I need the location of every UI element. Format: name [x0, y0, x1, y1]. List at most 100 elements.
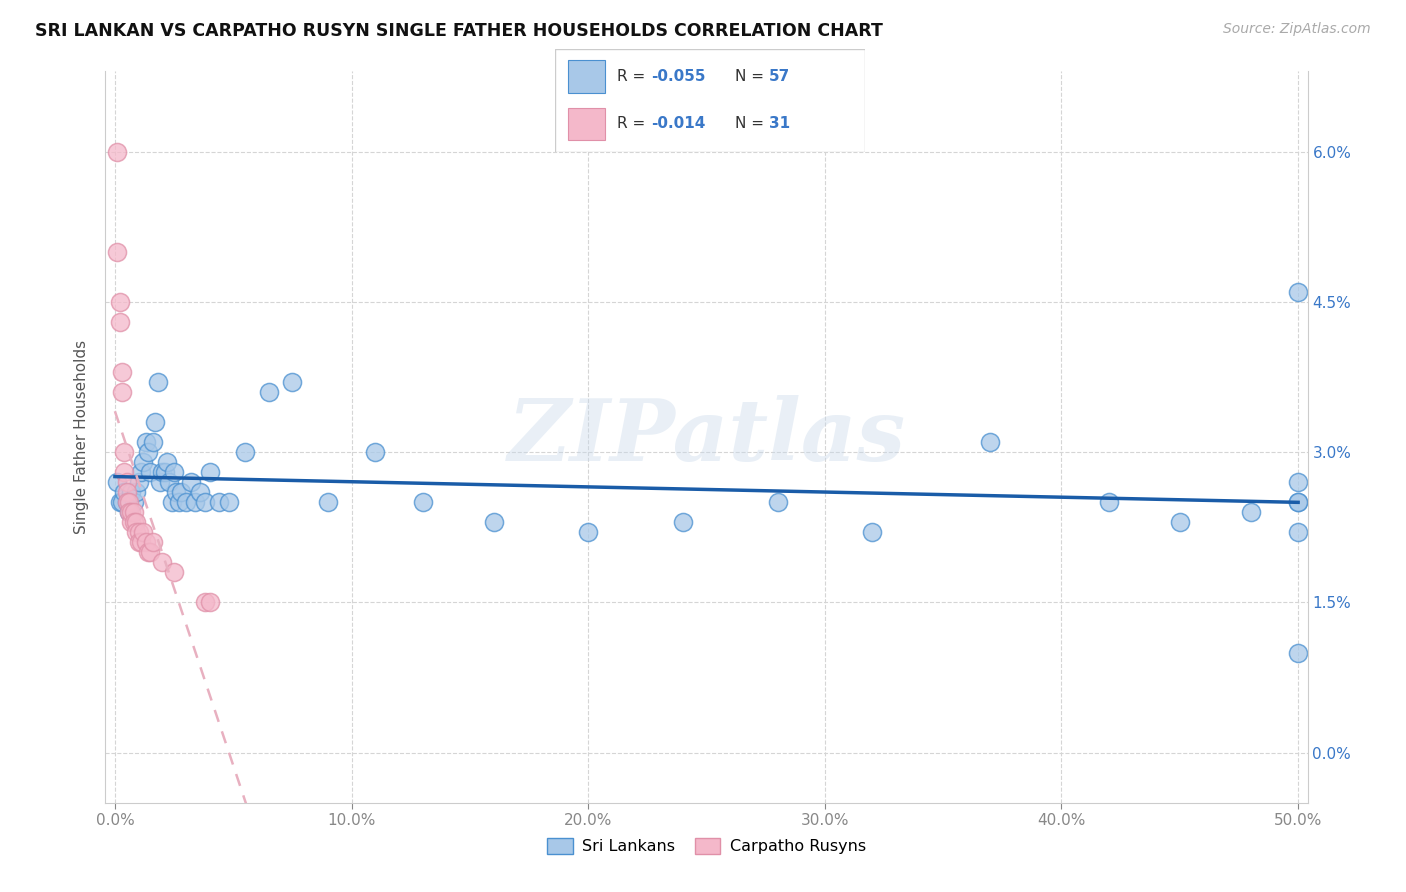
Point	[128, 475, 150, 490]
Point	[135, 435, 157, 450]
Point	[198, 465, 221, 479]
Point	[105, 145, 128, 159]
Point	[316, 495, 339, 509]
Point	[125, 515, 148, 529]
Point	[125, 525, 148, 540]
Point	[142, 435, 165, 450]
Point	[153, 465, 176, 479]
Point	[108, 294, 131, 309]
Point	[194, 595, 217, 609]
Text: N =: N =	[735, 70, 769, 84]
Point	[257, 384, 280, 399]
Point	[143, 415, 166, 429]
Point	[576, 525, 599, 540]
Text: ZIPatlas: ZIPatlas	[508, 395, 905, 479]
Point	[170, 485, 193, 500]
Point	[194, 495, 217, 509]
FancyBboxPatch shape	[568, 108, 605, 140]
Point	[129, 535, 152, 549]
Point	[198, 595, 221, 609]
Point	[1286, 495, 1309, 509]
Point	[979, 435, 1001, 450]
Point	[115, 485, 138, 500]
Point	[766, 495, 789, 509]
Point	[118, 505, 141, 519]
Point	[142, 535, 165, 549]
Text: -0.055: -0.055	[651, 70, 706, 84]
Point	[112, 485, 135, 500]
Point	[160, 495, 183, 509]
FancyBboxPatch shape	[568, 61, 605, 93]
Point	[163, 566, 186, 580]
Point	[188, 485, 211, 500]
Text: -0.014: -0.014	[651, 117, 706, 131]
Point	[482, 515, 505, 529]
Point	[122, 495, 145, 509]
Text: Source: ZipAtlas.com: Source: ZipAtlas.com	[1223, 22, 1371, 37]
Point	[105, 475, 128, 490]
Text: R =: R =	[617, 117, 651, 131]
Point	[146, 375, 169, 389]
Point	[136, 545, 159, 559]
Point	[139, 545, 162, 559]
Point	[108, 495, 131, 509]
Point	[115, 495, 138, 509]
Point	[121, 505, 143, 519]
Point	[139, 465, 162, 479]
Point	[157, 475, 180, 490]
Point	[1286, 475, 1309, 490]
Point	[1286, 285, 1309, 299]
Point	[150, 555, 173, 569]
Point	[125, 485, 148, 500]
Point	[115, 495, 138, 509]
Point	[165, 485, 187, 500]
Text: N =: N =	[735, 117, 769, 131]
Point	[135, 535, 157, 549]
Point	[412, 495, 434, 509]
Point	[132, 525, 155, 540]
Point	[136, 445, 159, 459]
Point	[108, 315, 131, 329]
Point	[1168, 515, 1191, 529]
Point	[121, 485, 143, 500]
Legend: Sri Lankans, Carpatho Rusyns: Sri Lankans, Carpatho Rusyns	[541, 831, 872, 861]
Point	[167, 495, 190, 509]
Point	[112, 465, 135, 479]
Point	[672, 515, 695, 529]
Point	[111, 384, 134, 399]
Point	[163, 465, 186, 479]
Point	[281, 375, 304, 389]
Point	[180, 475, 202, 490]
FancyBboxPatch shape	[555, 49, 865, 152]
Point	[1098, 495, 1121, 509]
Point	[122, 515, 145, 529]
Point	[174, 495, 197, 509]
Point	[128, 535, 150, 549]
Point	[1286, 646, 1309, 660]
Point	[1240, 505, 1263, 519]
Text: SRI LANKAN VS CARPATHO RUSYN SINGLE FATHER HOUSEHOLDS CORRELATION CHART: SRI LANKAN VS CARPATHO RUSYN SINGLE FATH…	[35, 22, 883, 40]
Point	[118, 505, 141, 519]
Point	[122, 505, 145, 519]
Point	[111, 495, 134, 509]
Point	[129, 465, 152, 479]
Point	[364, 445, 387, 459]
Text: 57: 57	[769, 70, 790, 84]
Point	[149, 475, 172, 490]
Point	[184, 495, 207, 509]
Point	[112, 445, 135, 459]
Point	[115, 475, 138, 490]
Text: R =: R =	[617, 70, 651, 84]
Point	[208, 495, 231, 509]
Point	[121, 515, 143, 529]
Point	[156, 455, 179, 469]
Point	[860, 525, 883, 540]
Y-axis label: Single Father Households: Single Father Households	[75, 340, 90, 534]
Point	[132, 455, 155, 469]
Point	[233, 445, 256, 459]
Point	[118, 495, 141, 509]
Text: 31: 31	[769, 117, 790, 131]
Point	[218, 495, 240, 509]
Point	[1286, 495, 1309, 509]
Point	[150, 465, 173, 479]
